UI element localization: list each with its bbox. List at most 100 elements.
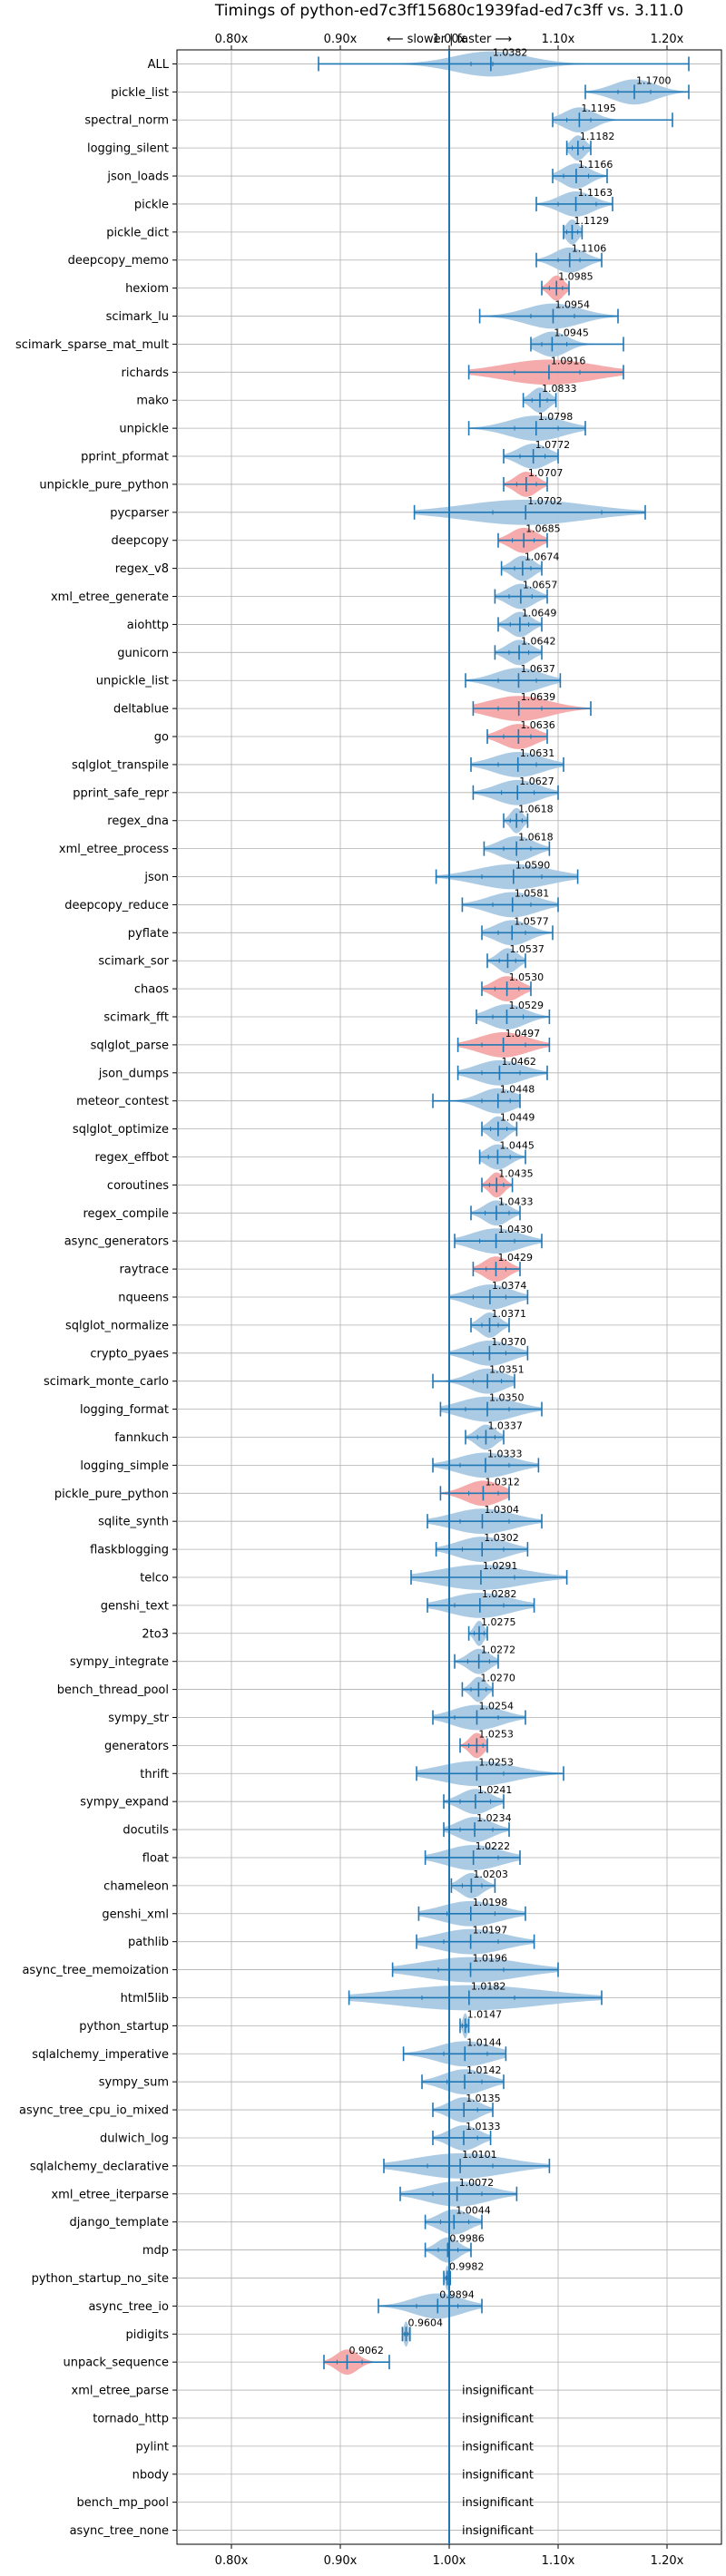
benchmark-label: pprint_pformat bbox=[81, 451, 169, 464]
benchmark-label: 2to3 bbox=[142, 1627, 169, 1641]
median-value-label: 0.9894 bbox=[439, 2288, 475, 2300]
median-value-label: 1.0945 bbox=[554, 327, 589, 338]
median-value-label: 1.0222 bbox=[476, 1840, 511, 1852]
median-value-label: 1.0241 bbox=[477, 1784, 513, 1796]
benchmark-label: logging_format bbox=[80, 1403, 169, 1417]
median-value-label: 1.0351 bbox=[489, 1364, 525, 1376]
median-value-label: 0.9982 bbox=[449, 2260, 484, 2272]
median-value-label: 1.0333 bbox=[487, 1448, 523, 1459]
median-value-label: 1.0497 bbox=[505, 1028, 541, 1039]
benchmark-label: sympy_sum bbox=[99, 2076, 169, 2090]
x-tick-label-bottom: 0.80x bbox=[215, 2554, 249, 2568]
median-value-label: 1.0198 bbox=[473, 1897, 508, 1908]
median-value-label: 1.0707 bbox=[528, 467, 564, 479]
benchmark-label: sqlalchemy_declarative bbox=[30, 2160, 169, 2173]
benchmark-label: logging_silent bbox=[87, 142, 169, 156]
median-value-label: 1.0637 bbox=[520, 663, 555, 675]
benchmark-label: regex_dna bbox=[107, 815, 169, 828]
benchmark-label: pidigits bbox=[126, 2328, 170, 2342]
benchmark-label: python_startup bbox=[79, 2020, 169, 2034]
median-value-label: 1.0371 bbox=[492, 1308, 527, 1320]
benchmark-label: go bbox=[154, 731, 169, 745]
insignificant-label: insignificant bbox=[462, 2440, 534, 2454]
benchmark-label: regex_compile bbox=[83, 1207, 169, 1221]
benchmark-label: sqlglot_parse bbox=[91, 1039, 169, 1052]
median-value-label: 1.0253 bbox=[478, 1756, 514, 1768]
median-value-label: 1.0044 bbox=[456, 2205, 491, 2217]
x-tick-label-top: 1.20x bbox=[651, 33, 684, 46]
median-value-label: 1.0649 bbox=[522, 607, 557, 619]
benchmark-label: docutils bbox=[123, 1824, 169, 1838]
median-value-label: 1.0985 bbox=[558, 271, 594, 283]
insignificant-label: insignificant bbox=[462, 2412, 534, 2425]
x-tick-label-bottom: 1.00x bbox=[433, 2554, 466, 2568]
insignificant-label: insignificant bbox=[462, 2496, 534, 2510]
median-value-label: 1.0954 bbox=[554, 299, 590, 311]
benchmark-label: scimark_fft bbox=[103, 1011, 169, 1025]
x-tick-label-bottom: 1.10x bbox=[542, 2554, 575, 2568]
median-value-label: 1.0657 bbox=[523, 580, 558, 591]
benchmark-label: json_dumps bbox=[98, 1067, 169, 1080]
benchmark-label: spectral_norm bbox=[84, 114, 169, 128]
median-value-label: 1.0302 bbox=[484, 1532, 519, 1544]
median-value-label: 1.0429 bbox=[497, 1252, 533, 1264]
benchmark-label: meteor_contest bbox=[76, 1095, 169, 1108]
median-value-label: 1.0772 bbox=[535, 439, 571, 451]
insignificant-label: insignificant bbox=[462, 2524, 534, 2538]
median-value-label: 1.0147 bbox=[467, 2008, 503, 2020]
median-value-label: 0.9062 bbox=[348, 2345, 384, 2356]
median-value-label: 1.0370 bbox=[491, 1336, 526, 1348]
median-value-label: 1.0916 bbox=[551, 355, 586, 366]
median-value-label: 1.0529 bbox=[508, 1000, 544, 1011]
benchmark-label: bench_mp_pool bbox=[76, 2496, 169, 2510]
benchmark-label: thrift bbox=[140, 1768, 169, 1781]
benchmark-label: scimark_sor bbox=[98, 955, 169, 969]
benchmark-label: pathlib bbox=[128, 1936, 169, 1949]
median-value-label: 1.0135 bbox=[466, 2093, 501, 2104]
benchmark-label: pickle bbox=[134, 198, 169, 211]
x-tick-label-top: 1.00x bbox=[433, 33, 466, 46]
x-tick-label-bottom: 1.20x bbox=[651, 2554, 684, 2568]
benchmark-label: unpack_sequence bbox=[63, 2356, 169, 2370]
median-value-label: 1.0636 bbox=[520, 719, 555, 731]
benchmark-label: gunicorn bbox=[117, 647, 169, 660]
median-value-label: 1.0270 bbox=[480, 1673, 515, 1684]
benchmark-label: django_template bbox=[70, 2216, 169, 2230]
benchmark-label: coroutines bbox=[107, 1179, 169, 1193]
median-value-label: 1.0627 bbox=[519, 776, 554, 787]
benchmark-label: xml_etree_parse bbox=[72, 2385, 169, 2398]
median-value-label: 1.0462 bbox=[501, 1056, 536, 1068]
benchmark-label: sympy_str bbox=[108, 1712, 169, 1725]
benchmark-label: logging_simple bbox=[80, 1459, 169, 1473]
median-value-label: 1.0382 bbox=[493, 46, 528, 58]
median-value-label: 1.0430 bbox=[498, 1224, 534, 1235]
benchmark-label: sympy_expand bbox=[80, 1796, 169, 1810]
median-value-label: 1.0631 bbox=[520, 747, 555, 759]
benchmark-label: bench_thread_pool bbox=[57, 1683, 169, 1697]
x-tick-label-top: 0.90x bbox=[324, 33, 358, 46]
median-value-label: 1.0577 bbox=[514, 915, 549, 927]
median-value-label: 1.0275 bbox=[481, 1616, 516, 1628]
median-value-label: 1.0337 bbox=[487, 1420, 523, 1431]
x-tick-label-bottom: 0.90x bbox=[324, 2554, 358, 2568]
benchmark-label: sqlglot_normalize bbox=[65, 1319, 169, 1332]
benchmark-label: chameleon bbox=[103, 1879, 169, 1893]
insignificant-label: insignificant bbox=[462, 2468, 534, 2482]
benchmark-label: json_loads bbox=[106, 171, 169, 184]
median-value-label: 1.1106 bbox=[572, 243, 607, 255]
median-value-label: 1.0254 bbox=[478, 1700, 514, 1712]
median-value-label: 1.0304 bbox=[484, 1504, 519, 1516]
benchmark-label: async_generators bbox=[64, 1235, 170, 1249]
benchmark-label: python_startup_no_site bbox=[32, 2272, 169, 2286]
axis-layer: 0.80x 0.80x 0.90x 0.90x 1.00x 1.00x 1.10x 1.10x… bbox=[15, 33, 684, 2568]
benchmark-label: unpickle_pure_python bbox=[39, 478, 169, 492]
median-value-label: 1.0350 bbox=[489, 1392, 525, 1404]
benchmark-label: mdp bbox=[142, 2244, 169, 2258]
median-value-label: 1.0674 bbox=[525, 551, 560, 563]
benchmark-label: deepcopy_memo bbox=[68, 254, 169, 268]
median-value-label: 1.0196 bbox=[473, 1953, 508, 1965]
median-value-label: 1.1700 bbox=[636, 74, 672, 86]
median-value-label: 1.0272 bbox=[481, 1644, 516, 1656]
benchmark-label: async_tree_memoization bbox=[22, 1964, 169, 1977]
violin-layer bbox=[318, 51, 690, 2376]
